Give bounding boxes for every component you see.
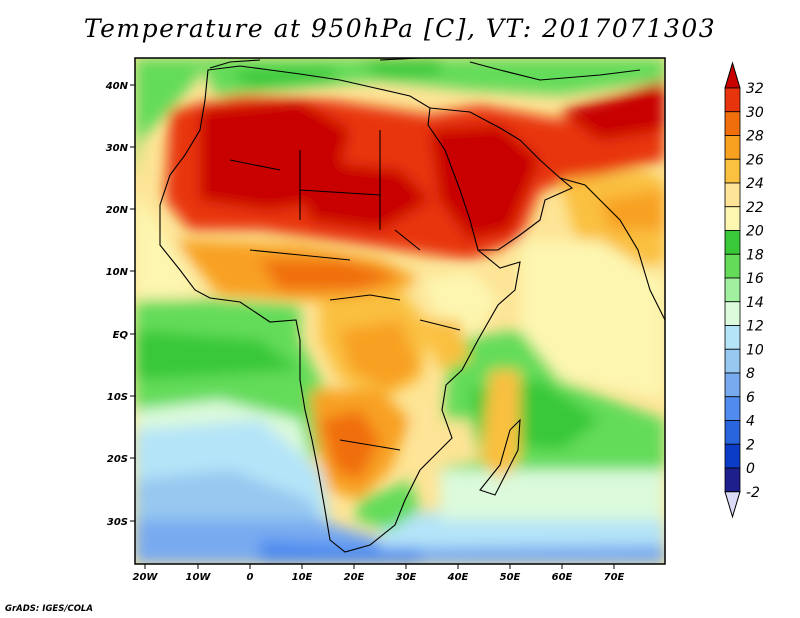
colorbar-label: 10 [746, 342, 764, 358]
lon-label: 60E [552, 572, 573, 583]
lat-label: 30N [106, 143, 129, 154]
colorbar-swatch [724, 111, 741, 136]
plot-frame [134, 57, 666, 565]
map-title: Temperature at 950hPa [C], VT: 201707130… [83, 14, 717, 43]
colorbar-swatch [724, 135, 741, 160]
colorbar-swatch [724, 467, 741, 493]
lon-label: 0 [247, 572, 254, 583]
colorbar-cap-top [724, 61, 741, 89]
colorbar-label: 26 [746, 152, 764, 168]
lon-label: 10E [292, 572, 313, 583]
lat-label: 10S [107, 392, 128, 403]
footer-credit: GrADS: IGES/COLA [5, 604, 93, 614]
colorbar-label: 2 [746, 437, 755, 453]
lon-label: 10W [186, 572, 212, 583]
lon-axis: 20W 10W 0 10E 20E 30E 40E 50E 60E 70E [133, 564, 625, 583]
colorbar-label: 28 [746, 129, 764, 145]
lon-label: 50E [500, 572, 521, 583]
colorbar-label: 0 [746, 461, 755, 477]
lat-label: EQ [113, 330, 129, 341]
colorbar-label: 30 [746, 105, 764, 121]
temperature-field [135, 58, 665, 564]
lon-label: 30E [396, 572, 417, 583]
colorbar-swatch [724, 348, 741, 374]
colorbar-label: 8 [746, 366, 755, 382]
colorbar-swatch [724, 87, 741, 113]
colorbar-label: 16 [746, 271, 764, 287]
colorbar-label: 22 [746, 200, 764, 216]
colorbar-swatch [724, 182, 741, 208]
lon-label: 20W [133, 572, 159, 583]
colorbar-swatch [724, 301, 741, 326]
colorbar-swatch [724, 230, 741, 255]
colorbar-label: 14 [746, 295, 764, 311]
colorbar-label: 6 [746, 390, 755, 406]
lat-label: 20S [107, 454, 128, 465]
lon-label: 70E [604, 572, 625, 583]
lat-label: 40N [105, 81, 129, 92]
lat-label: 30S [107, 517, 128, 528]
colorbar-label: -2 [746, 485, 760, 501]
colorbar-swatch [724, 443, 741, 469]
lon-label: 20E [344, 572, 365, 583]
colorbar-swatch [724, 420, 741, 445]
lat-label: 20N [106, 205, 129, 216]
lat-axis: 40N 30N 20N 10N EQ 10S 20S 30S [105, 81, 135, 528]
colorbar-label: 4 [746, 414, 755, 430]
colorbar-label: 32 [746, 81, 764, 97]
colorbar-label: 24 [746, 176, 764, 192]
colorbar-swatch [724, 158, 741, 184]
colorbar-swatch [724, 253, 741, 279]
colorbar-swatch [724, 325, 741, 350]
colorbar-swatch [724, 372, 741, 398]
colorbar-label: 12 [746, 319, 764, 335]
lon-label: 40E [447, 572, 469, 583]
colorbar-cap-bottom [724, 491, 741, 519]
colorbar-swatch [724, 277, 741, 303]
colorbar-swatch [724, 396, 741, 421]
colorbar-swatch [724, 206, 741, 231]
lat-label: 10N [106, 267, 129, 278]
colorbar-label: 18 [746, 247, 764, 263]
colorbar-label: 20 [746, 224, 764, 240]
